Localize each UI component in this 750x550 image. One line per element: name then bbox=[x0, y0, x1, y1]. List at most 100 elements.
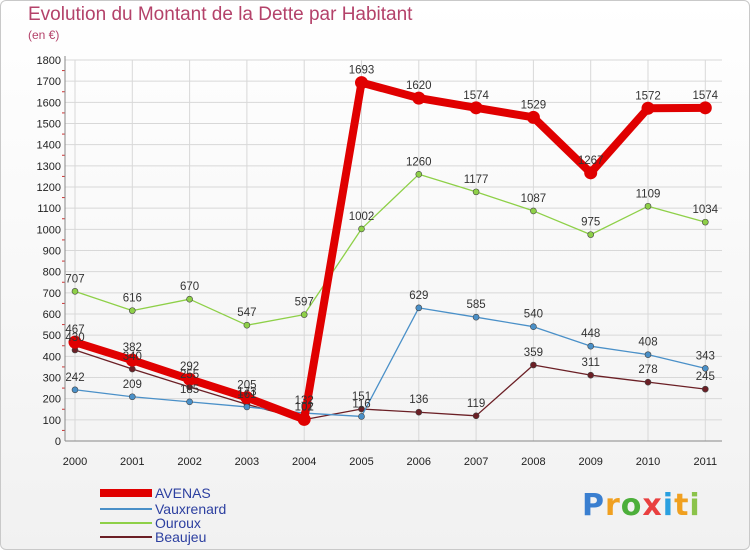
x-tick-label: 2004 bbox=[292, 456, 316, 468]
data-label-beaujeu: 173 bbox=[237, 386, 256, 398]
data-label-avenas: 1267 bbox=[578, 155, 604, 167]
data-point-vauxrenard bbox=[358, 413, 365, 420]
legend-label-avenas: AVENAS bbox=[155, 485, 211, 501]
data-point-beaujeu bbox=[587, 371, 595, 379]
legend-swatch-beaujeu bbox=[100, 536, 152, 538]
legend-item-beaujeu: Beaujeu bbox=[100, 530, 206, 544]
data-label-beaujeu: 430 bbox=[65, 332, 84, 344]
data-label-ouroux: 670 bbox=[180, 281, 199, 293]
data-point-avenas bbox=[641, 101, 655, 115]
y-tick-label: 600 bbox=[43, 309, 61, 321]
logo-letter: t bbox=[674, 488, 690, 523]
legend-label-beaujeu: Beaujeu bbox=[155, 529, 207, 545]
data-point-vauxrenard bbox=[243, 403, 251, 411]
data-label-avenas: 467 bbox=[65, 324, 84, 336]
y-tick-label: 1000 bbox=[37, 224, 61, 236]
y-tick-label: 800 bbox=[43, 267, 61, 279]
data-label-beaujeu: 255 bbox=[180, 369, 199, 381]
data-label-vauxrenard: 116 bbox=[352, 398, 370, 410]
logo-letter: x bbox=[642, 488, 663, 523]
logo-letter: o bbox=[620, 488, 643, 523]
data-label-vauxrenard: 629 bbox=[409, 290, 428, 302]
y-tick-label: 1200 bbox=[37, 182, 61, 194]
data-label-vauxrenard: 408 bbox=[638, 337, 657, 349]
x-tick-label: 2007 bbox=[464, 456, 488, 468]
data-point-ouroux bbox=[644, 202, 652, 210]
x-tick-label: 2000 bbox=[63, 456, 87, 468]
series-line-beaujeu bbox=[74, 349, 706, 421]
data-label-beaujeu: 151 bbox=[352, 391, 371, 403]
y-tick-label: 500 bbox=[43, 330, 61, 342]
logo-letter: i bbox=[662, 488, 675, 523]
legend-swatch-avenas bbox=[100, 489, 152, 497]
data-point-beaujeu bbox=[472, 412, 480, 420]
data-label-vauxrenard: 448 bbox=[581, 328, 600, 340]
legend-swatch-ouroux bbox=[100, 522, 152, 524]
data-label-ouroux: 975 bbox=[581, 217, 600, 229]
data-point-beaujeu bbox=[701, 385, 709, 393]
data-point-beaujeu bbox=[415, 408, 423, 416]
logo-letter: P bbox=[582, 488, 605, 523]
data-point-vauxrenard bbox=[186, 398, 193, 406]
data-label-beaujeu: 311 bbox=[582, 357, 600, 369]
data-point-vauxrenard bbox=[587, 342, 595, 350]
y-tick-label: 700 bbox=[43, 288, 61, 300]
data-point-vauxrenard bbox=[701, 365, 709, 372]
y-tick-label: 300 bbox=[43, 373, 61, 385]
data-point-vauxrenard bbox=[644, 351, 652, 358]
data-label-vauxrenard: 209 bbox=[123, 379, 142, 391]
data-label-avenas: 1572 bbox=[635, 90, 661, 102]
y-tick-label: 900 bbox=[43, 246, 61, 258]
x-tick-label: 2006 bbox=[407, 456, 431, 468]
data-label-vauxrenard: 343 bbox=[696, 350, 715, 362]
proxiti-logo: Proxiti bbox=[582, 488, 701, 523]
data-point-vauxrenard bbox=[129, 393, 136, 401]
data-point-vauxrenard bbox=[530, 323, 537, 331]
series-line-vauxrenard bbox=[74, 307, 706, 418]
data-point-ouroux bbox=[415, 171, 423, 178]
logo-letter: i bbox=[689, 488, 701, 523]
y-tick-label: 1400 bbox=[37, 140, 61, 152]
data-label-avenas: 292 bbox=[180, 361, 199, 373]
data-point-beaujeu bbox=[530, 361, 537, 369]
data-label-vauxrenard: 132 bbox=[295, 395, 314, 407]
data-point-ouroux bbox=[701, 218, 709, 226]
legend-swatch-vauxrenard bbox=[100, 508, 152, 510]
data-point-avenas bbox=[240, 391, 254, 405]
chart-subtitle: (en €) bbox=[28, 28, 60, 42]
y-tick-label: 1800 bbox=[37, 55, 61, 67]
data-label-avenas: 382 bbox=[123, 342, 142, 354]
x-tick-label: 2005 bbox=[349, 456, 373, 468]
data-label-avenas: 205 bbox=[237, 380, 256, 392]
data-point-avenas bbox=[698, 101, 712, 115]
data-label-vauxrenard: 242 bbox=[65, 372, 84, 384]
y-tick-label: 1100 bbox=[37, 203, 61, 215]
data-label-avenas: 102 bbox=[295, 401, 314, 413]
data-point-beaujeu bbox=[358, 405, 365, 413]
data-point-avenas bbox=[125, 353, 139, 367]
data-point-ouroux bbox=[243, 321, 251, 329]
data-point-beaujeu bbox=[644, 378, 652, 386]
y-tick-label: 1300 bbox=[37, 161, 61, 173]
data-point-avenas bbox=[68, 335, 82, 349]
data-label-vauxrenard: 161 bbox=[237, 389, 256, 401]
data-label-ouroux: 616 bbox=[123, 293, 142, 305]
legend-item-avenas: AVENAS bbox=[100, 486, 211, 500]
data-point-ouroux bbox=[530, 207, 537, 215]
data-point-vauxrenard bbox=[472, 313, 480, 321]
series-line-avenas bbox=[71, 78, 710, 424]
data-point-ouroux bbox=[358, 225, 365, 233]
data-point-avenas bbox=[584, 166, 598, 180]
y-tick-label: 100 bbox=[43, 415, 61, 427]
data-label-avenas: 1693 bbox=[349, 65, 375, 77]
data-label-avenas: 1529 bbox=[521, 99, 547, 111]
data-point-avenas bbox=[526, 110, 540, 124]
data-point-beaujeu bbox=[129, 365, 136, 373]
data-label-ouroux: 1260 bbox=[406, 156, 432, 168]
data-label-ouroux: 1087 bbox=[521, 193, 547, 205]
y-tick-label: 1600 bbox=[37, 97, 61, 109]
data-point-ouroux bbox=[300, 311, 308, 318]
data-label-vauxrenard: 185 bbox=[180, 384, 199, 396]
